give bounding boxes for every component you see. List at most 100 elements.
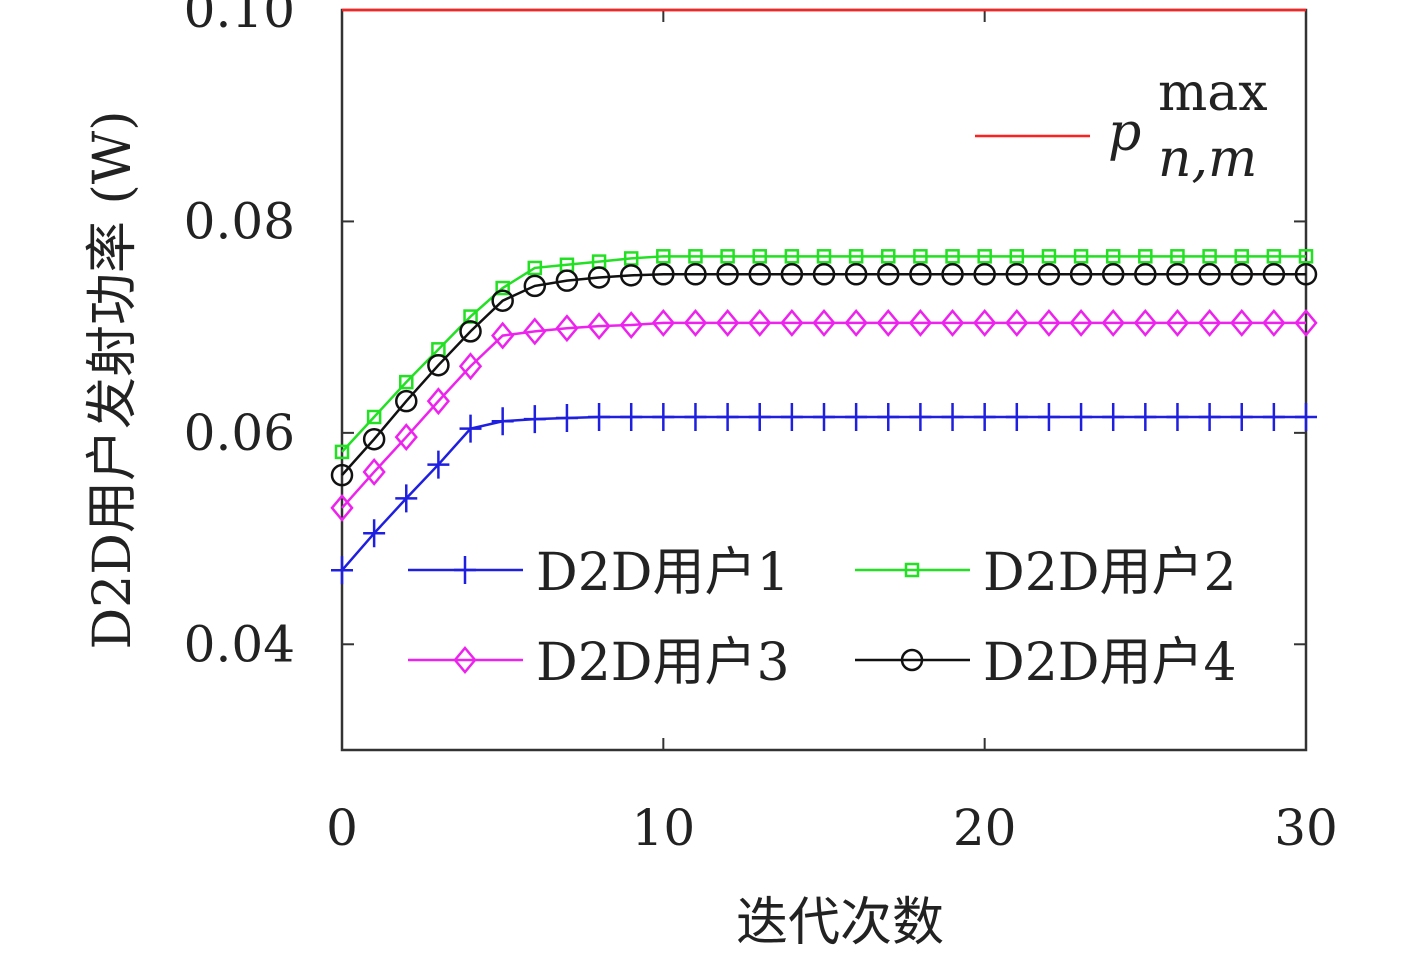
plus-marker: [813, 403, 835, 431]
circle-marker: [1134, 263, 1157, 286]
plus-marker: [941, 403, 964, 431]
plus-marker: [909, 403, 932, 431]
plus-marker: [780, 403, 803, 431]
circle-marker: [1101, 263, 1125, 286]
plus-marker: [427, 450, 450, 479]
circle-marker: [1230, 263, 1253, 286]
circle-marker: [684, 263, 707, 286]
circle-marker: [748, 263, 771, 286]
circle-marker: [427, 353, 450, 377]
plus-marker: [588, 403, 611, 431]
square-marker: [816, 249, 832, 264]
plus-marker: [523, 405, 546, 434]
circle-marker: [523, 274, 547, 298]
legend-diamond-marker: [453, 646, 477, 674]
diamond-marker: [1069, 308, 1093, 337]
plot-area: [340, 8, 1308, 752]
circle-marker: [587, 266, 611, 289]
diamond-marker: [491, 321, 515, 350]
circle-marker: [909, 263, 932, 286]
square-marker: [334, 444, 350, 460]
diamond-marker: [812, 308, 836, 337]
circle-marker: [619, 264, 643, 287]
plus-marker: [1037, 403, 1060, 431]
diamond-marker: [1037, 308, 1061, 337]
square-marker: [1202, 249, 1217, 264]
diamond-marker: [908, 308, 933, 337]
square-marker: [1009, 249, 1025, 264]
legend-max-label-sub: n,m: [1158, 129, 1257, 189]
square-marker: [784, 249, 800, 264]
plus-marker: [845, 403, 868, 431]
plus-marker: [973, 403, 996, 431]
diamond-marker: [1197, 308, 1222, 337]
x-tick-label: 10: [632, 799, 696, 857]
square-marker: [720, 249, 735, 264]
legend-item-3: D2D用户3: [408, 633, 790, 693]
diamond-marker: [1101, 308, 1125, 337]
square-marker: [1105, 249, 1121, 264]
plus-marker: [555, 404, 578, 433]
circle-marker: [716, 263, 739, 286]
x-tick-label: 30: [1274, 799, 1338, 857]
legend-label: D2D用户2: [983, 543, 1237, 603]
diamond-marker: [426, 387, 451, 416]
square-marker: [495, 280, 510, 296]
square-marker: [399, 374, 414, 390]
circle-marker: [1069, 263, 1093, 286]
plus-marker: [1230, 403, 1253, 431]
diamond-marker: [876, 308, 900, 337]
diamond-marker: [555, 314, 579, 343]
plus-marker: [748, 403, 771, 431]
legend-square-marker: [904, 562, 920, 578]
y-tick-label: 0.04: [184, 615, 295, 673]
series-4: [330, 263, 1318, 487]
plus-marker: [1295, 403, 1317, 431]
plus-marker: [620, 403, 643, 431]
plus-marker: [877, 403, 900, 431]
legend-max-label-sup: max: [1158, 63, 1268, 123]
square-marker: [1041, 249, 1057, 264]
diamond-marker: [715, 308, 740, 337]
circle-marker: [812, 263, 836, 286]
legend-item-1: D2D用户1: [408, 543, 790, 603]
diamond-marker: [362, 458, 386, 486]
circle-marker: [362, 427, 386, 451]
square-marker: [1073, 249, 1089, 264]
diamond-marker: [940, 308, 965, 337]
diamond-marker: [844, 308, 868, 337]
series-line: [341, 273, 1306, 476]
diamond-marker: [587, 312, 611, 341]
circle-marker: [1262, 263, 1286, 286]
square-marker: [527, 260, 543, 276]
diamond-marker: [394, 423, 418, 452]
circle-marker: [330, 463, 354, 487]
plus-marker: [395, 484, 418, 513]
plus-marker: [1134, 403, 1157, 431]
diamond-marker: [780, 308, 804, 337]
diamond-marker: [651, 308, 675, 337]
circle-marker: [459, 320, 482, 343]
x-tick-label: 0: [326, 799, 358, 857]
x-axis-label: 迭代次数: [736, 893, 944, 953]
square-marker: [913, 249, 928, 264]
circle-marker: [1005, 263, 1029, 286]
legend-label: D2D用户4: [983, 633, 1237, 693]
legend-label: D2D用户3: [536, 633, 790, 693]
series-1: [331, 403, 1317, 585]
square-marker: [848, 249, 864, 264]
series-line: [341, 255, 1306, 453]
circle-marker: [877, 263, 900, 286]
circle-marker: [395, 389, 418, 413]
diamond-marker: [683, 308, 708, 337]
square-marker: [752, 249, 767, 264]
plus-marker: [716, 403, 739, 431]
legend-circle-marker: [900, 648, 924, 672]
plus-marker: [1166, 403, 1189, 431]
plus-marker: [1198, 403, 1221, 431]
plus-marker: [684, 403, 707, 431]
plus-marker: [1262, 403, 1285, 431]
square-marker: [1138, 249, 1153, 264]
circle-marker: [1198, 263, 1221, 286]
